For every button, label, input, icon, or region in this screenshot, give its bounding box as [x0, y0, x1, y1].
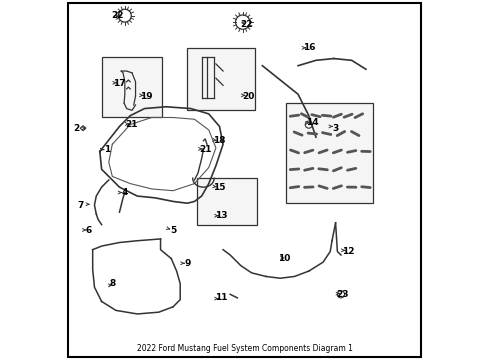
Text: 12: 12 [341, 247, 354, 256]
Text: 2: 2 [73, 124, 79, 133]
Text: 13: 13 [215, 211, 227, 220]
Text: 8: 8 [109, 279, 115, 288]
Text: 6: 6 [86, 225, 92, 234]
Text: 11: 11 [215, 293, 227, 302]
Text: 18: 18 [213, 136, 225, 145]
Bar [102, 57, 162, 117]
Text: 19: 19 [140, 91, 152, 100]
Text: 5: 5 [170, 225, 176, 234]
Text: 20: 20 [242, 91, 254, 100]
Text: 4: 4 [122, 188, 128, 197]
Text: 14: 14 [305, 118, 318, 127]
Text: 7: 7 [77, 201, 83, 210]
Text: 10: 10 [277, 254, 289, 263]
Text: 17: 17 [113, 79, 125, 88]
Bar [197, 178, 257, 225]
Text: 3: 3 [332, 124, 338, 133]
Text: 22: 22 [240, 20, 252, 29]
Text: 2022 Ford Mustang Fuel System Components Diagram 1: 2022 Ford Mustang Fuel System Components… [136, 344, 352, 353]
Text: 23: 23 [336, 290, 348, 299]
Text: 22: 22 [111, 11, 123, 20]
Bar [285, 103, 372, 203]
Text: 1: 1 [103, 145, 110, 154]
Bar [187, 48, 255, 111]
Text: 21: 21 [199, 145, 211, 154]
Text: 9: 9 [184, 260, 190, 269]
Text: 16: 16 [302, 43, 314, 52]
Text: 15: 15 [213, 183, 225, 192]
Text: 21: 21 [125, 120, 138, 129]
